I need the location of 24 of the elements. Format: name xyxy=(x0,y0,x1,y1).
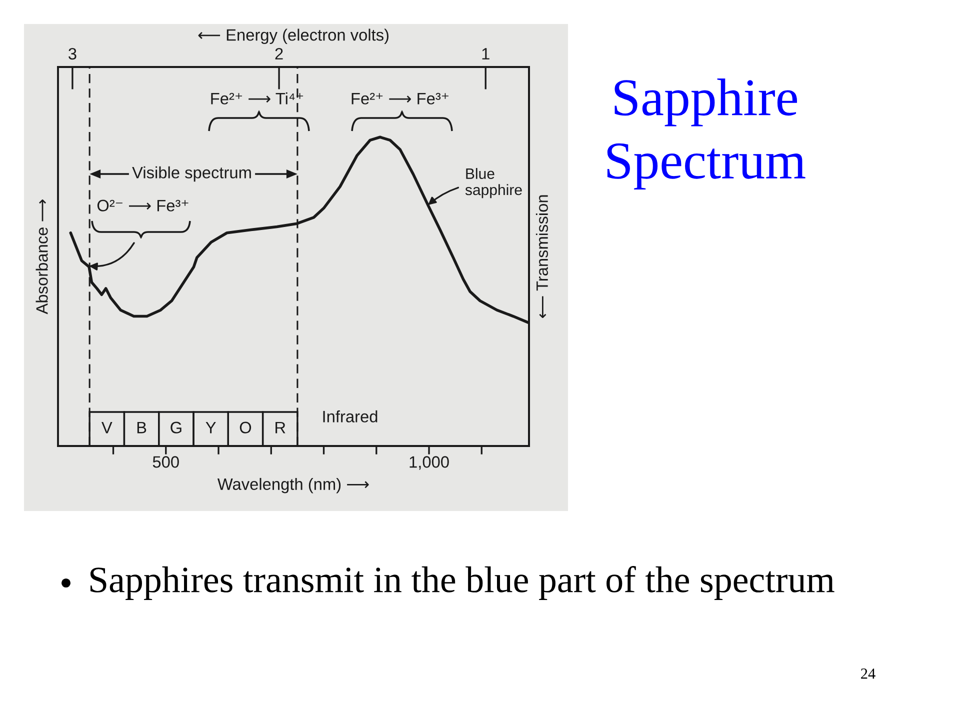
text: Sapphire Spectrum xyxy=(607,78,806,190)
x-tick-label: 500 xyxy=(152,456,179,468)
annotation: O xyxy=(240,422,252,434)
x-tick-label: 1,000 xyxy=(410,456,449,470)
x2-tick-label: 2 xyxy=(275,48,283,60)
annotation: Blue sapphire xyxy=(465,168,522,198)
annotation: Infrared xyxy=(323,410,378,422)
annotation: O²⁻ ⟶ Fe³⁺ xyxy=(97,200,188,212)
y-axis-title: Absorbance ⟶ xyxy=(36,200,48,314)
annotation: Visible spectrum xyxy=(132,166,251,182)
annotation: R xyxy=(276,422,286,434)
x2-tick-label: 3 xyxy=(68,48,76,60)
annotation: B xyxy=(137,422,146,434)
text: 24 xyxy=(861,668,876,679)
y2-axis-title: ⟵ Transmission xyxy=(536,195,548,318)
text: Fe²⁺ ⟶ Ti⁴⁺ xyxy=(211,92,304,104)
annotation: V xyxy=(102,422,112,434)
x2-axis-title: ⟵ Energy (electron volts) xyxy=(198,28,388,44)
x2-tick-label: 1 xyxy=(482,48,490,60)
x-axis-title: Wavelength (nm) ⟶ xyxy=(217,478,369,494)
text: Sapphires transmit in the blue part of the spectrum xyxy=(90,566,834,600)
text: Fe²⁺ ⟶ Fe³⁺ xyxy=(352,92,448,104)
annotation: G xyxy=(170,422,182,434)
annotation: Y xyxy=(206,422,216,434)
